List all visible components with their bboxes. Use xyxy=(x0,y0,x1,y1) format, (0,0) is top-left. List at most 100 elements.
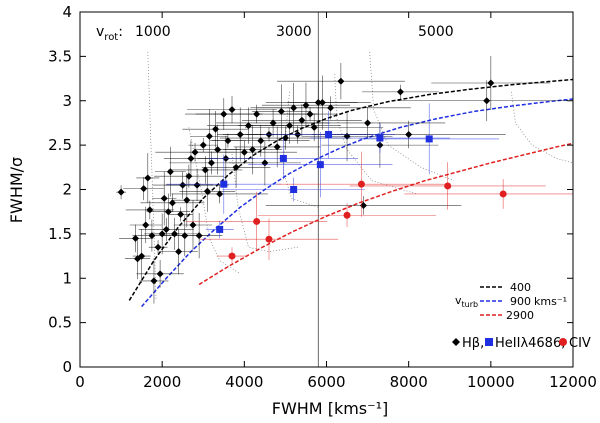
data-point-hbeta xyxy=(318,99,326,107)
data-point-hbeta xyxy=(249,146,257,154)
data-point-hbeta xyxy=(261,159,269,167)
data-point-hbeta xyxy=(269,119,277,127)
data-point-hbeta xyxy=(144,174,152,182)
data-point-hbeta xyxy=(166,168,174,176)
data-point-civ xyxy=(253,217,261,225)
legend-label-civ: CIV xyxy=(569,336,591,351)
data-point-hbeta xyxy=(306,110,314,118)
model-curve-400 xyxy=(128,78,574,301)
vrot-label: vrot: xyxy=(96,24,123,43)
data-point-hbeta xyxy=(483,97,491,105)
data-point-hbeta xyxy=(203,187,211,195)
data-point-civ xyxy=(228,252,236,260)
legend-label-heii: HeIIλ4686, xyxy=(495,336,565,351)
data-point-heii xyxy=(325,130,333,138)
vturb-label: vturb xyxy=(455,294,478,309)
data-point-civ xyxy=(357,180,365,188)
data-point-hbeta xyxy=(359,201,367,209)
x-tick-label: 12000 xyxy=(549,373,597,391)
vrot-value-3000: 3000 xyxy=(276,24,312,40)
data-point-hbeta xyxy=(286,122,294,130)
x-axis-title: FWHM [kms⁻¹] xyxy=(272,399,388,418)
plot-area xyxy=(116,12,574,367)
y-tick-label: 4 xyxy=(62,3,72,21)
x-tick-label: 4000 xyxy=(225,373,263,391)
vrot-value-5000: 5000 xyxy=(418,24,454,40)
data-point-hbeta xyxy=(160,194,168,202)
data-point-hbeta xyxy=(302,101,310,109)
data-point-hbeta xyxy=(232,163,240,171)
data-point-hbeta xyxy=(298,116,306,124)
data-point-hbeta xyxy=(177,210,185,218)
data-point-hbeta xyxy=(214,146,222,154)
data-point-hbeta xyxy=(175,248,183,256)
data-point-hbeta xyxy=(277,107,285,115)
data-point-civ xyxy=(265,235,273,243)
data-point-hbeta xyxy=(131,234,139,242)
legend-label-900: 900 xyxy=(510,295,531,308)
data-point-hbeta xyxy=(216,190,224,198)
data-point-hbeta xyxy=(193,181,201,189)
data-point-heii xyxy=(376,134,384,142)
data-point-hbeta xyxy=(405,130,413,138)
data-point-hbeta xyxy=(140,185,148,193)
data-point-hbeta xyxy=(164,208,172,216)
data-point-hbeta xyxy=(162,225,170,233)
model-curve-2900 xyxy=(198,142,574,286)
data-point-hbeta xyxy=(138,252,146,260)
y-tick-label: 3 xyxy=(62,92,72,110)
axes: 0 2000 4000 6000 8000 10000 12000 0 0.5 1 1.5 2 2.5 3… xyxy=(48,3,597,391)
data-point-hbeta xyxy=(273,143,281,151)
data-point-hbeta xyxy=(146,206,154,214)
legend-label-400: 400 xyxy=(510,281,531,294)
data-point-heii xyxy=(279,154,287,162)
data-point-heii xyxy=(220,180,228,188)
data-point-hbeta xyxy=(187,154,195,162)
vrot-value-1000: 1000 xyxy=(135,24,171,40)
y-tick-label: 1 xyxy=(62,269,72,287)
data-point-hbeta xyxy=(281,134,289,142)
data-point-heii xyxy=(316,161,324,169)
rotation-track xyxy=(334,74,417,195)
data-point-hbeta xyxy=(337,77,345,85)
x-tick-label: 8000 xyxy=(390,373,428,391)
y-tick-label: 0 xyxy=(62,358,72,376)
rotation-track xyxy=(369,51,455,181)
data-point-hbeta xyxy=(195,232,203,240)
data-point-hbeta xyxy=(201,166,209,174)
legend-unit: kms⁻¹ xyxy=(534,295,567,308)
data-point-heii xyxy=(290,186,298,193)
x-tick-label: 2000 xyxy=(143,373,181,391)
data-point-hbeta xyxy=(150,277,158,285)
data-point-hbeta xyxy=(257,137,265,145)
data-point-hbeta xyxy=(170,230,178,238)
y-axis-title: FWHM/σ xyxy=(7,157,26,223)
y-tick-label: 2.5 xyxy=(48,136,72,154)
data-point-hbeta xyxy=(228,106,236,114)
data-point-hbeta xyxy=(142,221,150,229)
rotation-track xyxy=(282,91,319,208)
x-tick-label: 10000 xyxy=(467,373,515,391)
data-point-hbeta xyxy=(205,132,213,140)
legend-label-2900: 2900 xyxy=(506,309,534,322)
y-tick-label: 3.5 xyxy=(48,47,72,65)
x-tick-label: 6000 xyxy=(307,373,345,391)
data-point-hbeta xyxy=(183,196,191,204)
data-point-hbeta xyxy=(310,123,318,131)
model-curve-900 xyxy=(141,98,574,308)
data-point-hbeta xyxy=(487,79,495,87)
data-point-hbeta xyxy=(396,88,404,96)
legend-marker-heii xyxy=(485,338,493,346)
data-point-hbeta xyxy=(154,243,162,251)
data-point-hbeta xyxy=(168,199,176,207)
data-point-hbeta xyxy=(253,110,261,118)
y-tick-label: 2 xyxy=(62,181,72,199)
data-point-hbeta xyxy=(364,119,372,127)
data-point-heii xyxy=(425,135,433,143)
data-point-civ xyxy=(499,190,507,198)
data-point-hbeta xyxy=(199,141,207,149)
data-point-heii xyxy=(216,225,224,233)
y-tick-label: 1.5 xyxy=(48,225,72,243)
data-point-hbeta xyxy=(212,125,220,133)
